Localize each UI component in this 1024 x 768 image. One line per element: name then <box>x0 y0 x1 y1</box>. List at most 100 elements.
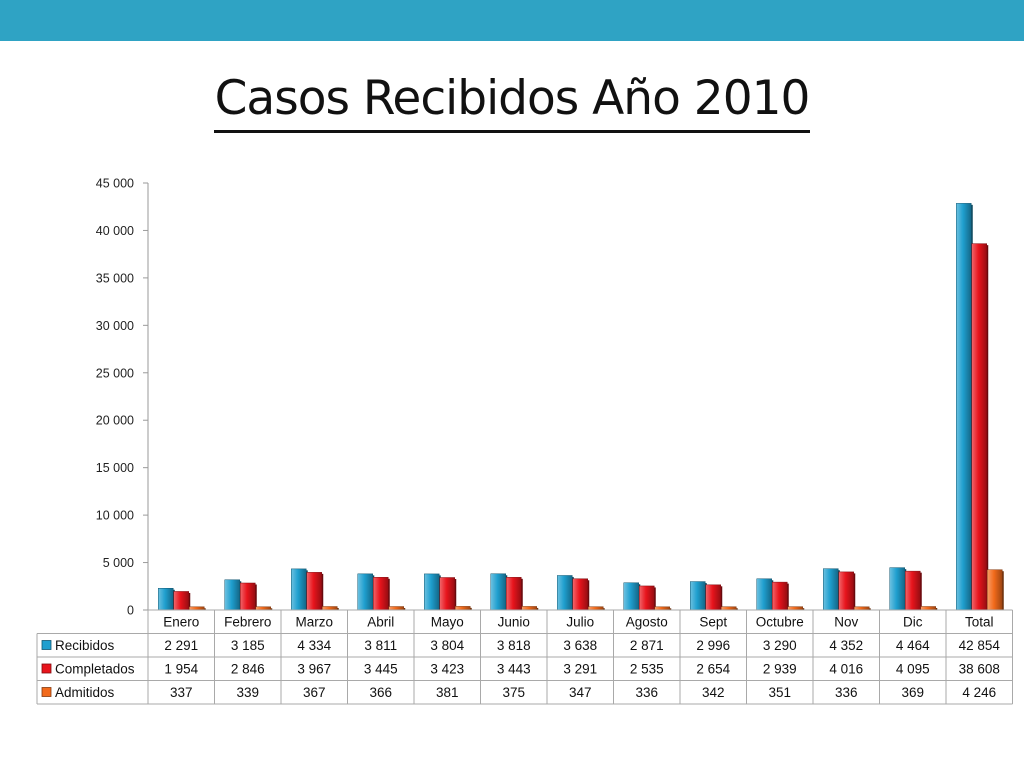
bar <box>439 577 455 611</box>
bar <box>306 572 322 611</box>
y-tick-label: 10 000 <box>96 509 134 523</box>
category-label: Marzo <box>295 615 333 630</box>
category-label: Dic <box>903 615 923 630</box>
data-label: 1 954 <box>164 662 198 677</box>
bar-depth <box>403 608 406 610</box>
bar-depth <box>388 578 390 610</box>
bar <box>971 243 987 611</box>
legend-label: Recibidos <box>55 638 115 653</box>
data-label: 347 <box>569 685 592 700</box>
bar <box>224 579 240 611</box>
data-label: 342 <box>702 685 725 700</box>
bar <box>373 577 389 611</box>
data-label: 375 <box>502 685 525 700</box>
data-label: 4 334 <box>297 638 331 653</box>
bar <box>240 582 256 611</box>
bar-depth <box>869 608 871 610</box>
y-tick-label: 20 000 <box>96 414 134 428</box>
legend-label: Completados <box>55 662 135 677</box>
category-label: Junio <box>498 615 530 630</box>
data-label: 336 <box>635 685 658 700</box>
bars <box>158 203 1004 611</box>
bar-depth <box>654 587 656 610</box>
top-band <box>0 0 1024 41</box>
legend-swatch <box>41 687 52 697</box>
bar-depth <box>802 608 805 610</box>
bar <box>690 581 706 611</box>
bar <box>838 571 854 611</box>
bar <box>987 569 1003 611</box>
category-label: Enero <box>163 615 199 630</box>
bar <box>772 581 788 611</box>
bar <box>823 568 839 611</box>
data-label: 2 654 <box>696 662 730 677</box>
data-label: 2 846 <box>231 662 265 677</box>
category-label: Abril <box>367 615 394 630</box>
bar-depth <box>321 573 324 610</box>
y-tick-label: 35 000 <box>96 271 134 285</box>
bar-depth <box>188 592 191 610</box>
bar-depth <box>337 608 339 610</box>
bar-depth <box>920 572 922 610</box>
y-tick-label: 45 000 <box>96 177 134 191</box>
bar <box>506 577 522 611</box>
data-label: 3 291 <box>563 662 597 677</box>
bar <box>905 570 921 611</box>
data-label: 3 811 <box>364 638 397 653</box>
category-label: Julio <box>566 615 594 630</box>
bar-depth <box>255 584 257 610</box>
data-label: 336 <box>835 685 858 700</box>
data-label: 4 016 <box>829 662 863 677</box>
bar <box>623 582 639 611</box>
bar <box>322 606 338 611</box>
data-table: Enero Febrero Marzo Abril Mayo Junio Julio Agos… <box>36 609 1013 705</box>
data-label: 366 <box>369 685 392 700</box>
category-label: Total <box>965 615 994 630</box>
bar <box>756 578 772 611</box>
y-axis: 0 5 000 10 000 15 000 20 000 25 000 30 000 35 0… <box>96 177 149 618</box>
legend-label: Admitidos <box>55 685 115 700</box>
bar <box>388 606 404 611</box>
data-label: 3 443 <box>497 662 531 677</box>
data-label: 4 464 <box>896 638 930 653</box>
y-tick-label: 25 000 <box>96 366 134 380</box>
data-label: 369 <box>901 685 924 700</box>
category-label: Mayo <box>431 615 464 630</box>
slide-title: Casos Recibidos Año 2010 <box>213 68 811 133</box>
y-tick-label: 40 000 <box>96 224 134 238</box>
bar <box>889 567 905 611</box>
bar <box>572 578 588 611</box>
data-label: 381 <box>436 685 459 700</box>
data-label: 3 967 <box>297 662 331 677</box>
category-label: Sept <box>699 615 727 630</box>
bar-depth <box>853 573 856 610</box>
data-label: 38 608 <box>959 662 1000 677</box>
bar-depth <box>787 583 789 610</box>
data-label: 2 535 <box>630 662 664 677</box>
legend-swatch <box>41 663 52 674</box>
data-label: 367 <box>303 685 326 700</box>
bar-depth <box>986 245 989 610</box>
bar-depth <box>204 608 206 610</box>
data-label: 339 <box>236 685 259 700</box>
y-tick-label: 5 000 <box>103 556 134 570</box>
data-label: 42 854 <box>959 638 1001 653</box>
bar <box>455 606 471 611</box>
bar-depth <box>1002 571 1004 610</box>
bar-depth <box>736 608 738 610</box>
data-label: 3 445 <box>364 662 398 677</box>
bar-depth <box>470 607 472 610</box>
legend-swatch <box>41 640 52 650</box>
bar <box>521 606 537 611</box>
bar-depth <box>587 580 590 610</box>
bar <box>490 573 506 611</box>
data-label: 3 804 <box>430 638 464 653</box>
data-label: 3 185 <box>231 638 265 653</box>
y-tick-label: 15 000 <box>96 461 134 475</box>
y-tick-label: 0 <box>127 604 134 618</box>
bar <box>424 573 440 611</box>
data-label: 3 638 <box>563 638 597 653</box>
data-label: 2 996 <box>696 638 730 653</box>
category-label: Octubre <box>756 615 804 630</box>
bar <box>291 568 307 611</box>
